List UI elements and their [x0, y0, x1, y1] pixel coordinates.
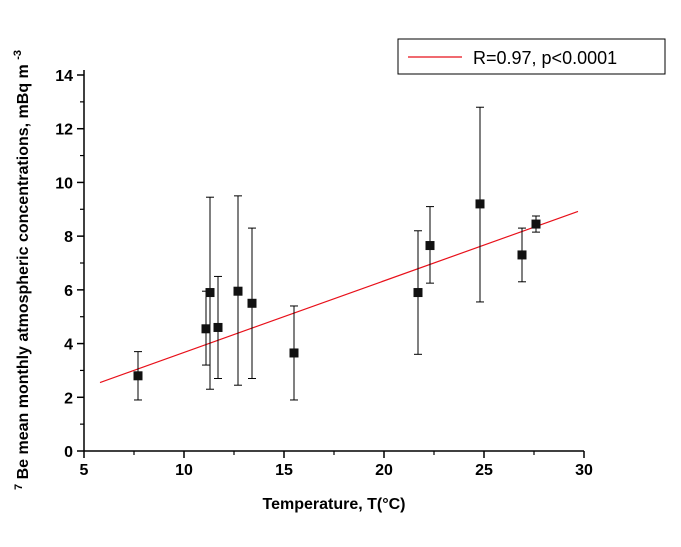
x-tick-label: 10	[175, 462, 193, 479]
data-point	[425, 241, 435, 251]
data-point	[247, 298, 257, 308]
x-ticks: 5 10 15 20 25 30	[80, 451, 593, 479]
plot-area: 5 10 15 20 25 30 0 2 4 6 8 10 12 14	[55, 68, 593, 479]
x-tick-label: 25	[475, 462, 493, 479]
x-axis-title: Temperature, T(°C)	[262, 496, 405, 513]
y-tick-label: 12	[55, 122, 73, 139]
data-point	[475, 199, 485, 209]
data-point	[233, 286, 243, 296]
y-ticks: 0 2 4 6 8 10 12 14	[55, 68, 84, 461]
y-axis-title: 7 Be mean monthly atmospheric concentrat…	[9, 50, 32, 490]
data-point	[531, 219, 541, 229]
y-tick-label: 10	[55, 175, 73, 192]
data-markers	[133, 199, 541, 381]
x-tick-label: 5	[80, 462, 89, 479]
legend: R=0.97, p<0.0001	[397, 38, 666, 75]
error-bars	[134, 106, 540, 401]
y-axis-title-main: Be mean monthly atmospheric concentratio…	[15, 64, 32, 479]
data-point	[413, 288, 423, 298]
y-axis-title-superscript: 7	[13, 484, 25, 490]
x-tick-label: 15	[275, 462, 293, 479]
y-axis-title-exponent: -3	[12, 50, 24, 60]
x-tick-label: 30	[575, 462, 593, 479]
data-point	[133, 371, 143, 381]
x-tick-label: 20	[375, 462, 393, 479]
y-tick-label: 2	[64, 390, 73, 407]
data-point	[517, 250, 527, 260]
fit-line-group	[99, 210, 579, 384]
data-point	[201, 324, 211, 334]
y-tick-label: 4	[64, 337, 73, 354]
y-tick-label: 14	[55, 68, 73, 85]
data-point	[205, 288, 215, 298]
y-tick-label: 8	[64, 229, 73, 246]
y-tick-label: 6	[64, 283, 73, 300]
y-tick-label: 0	[64, 444, 73, 461]
data-point	[289, 348, 299, 358]
legend-label: R=0.97, p<0.0001	[473, 48, 617, 68]
fit-line	[99, 210, 579, 384]
data-point	[213, 322, 223, 332]
